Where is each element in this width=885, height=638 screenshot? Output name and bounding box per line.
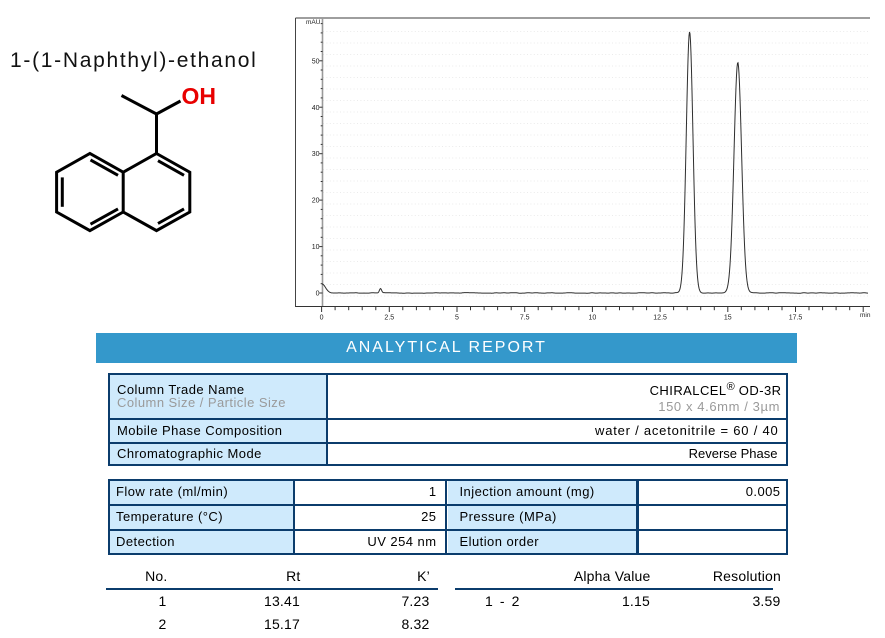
svg-text:40: 40 — [312, 105, 320, 112]
svg-text:12.5: 12.5 — [653, 315, 667, 322]
svg-text:7.5: 7.5 — [520, 315, 530, 322]
svg-text:17.5: 17.5 — [789, 315, 803, 322]
svg-text:OH: OH — [182, 83, 217, 109]
svg-text:5: 5 — [455, 315, 459, 322]
svg-text:mAU: mAU — [306, 19, 321, 26]
svg-text:2.5: 2.5 — [384, 315, 394, 322]
svg-text:0: 0 — [320, 315, 324, 322]
svg-text:15: 15 — [724, 315, 732, 322]
svg-text:50: 50 — [312, 58, 320, 65]
svg-text:30: 30 — [312, 151, 320, 158]
svg-text:20: 20 — [312, 198, 320, 205]
svg-text:0: 0 — [316, 291, 320, 298]
svg-text:min: min — [860, 312, 871, 319]
svg-text:10: 10 — [312, 244, 320, 251]
svg-text:10: 10 — [589, 315, 597, 322]
